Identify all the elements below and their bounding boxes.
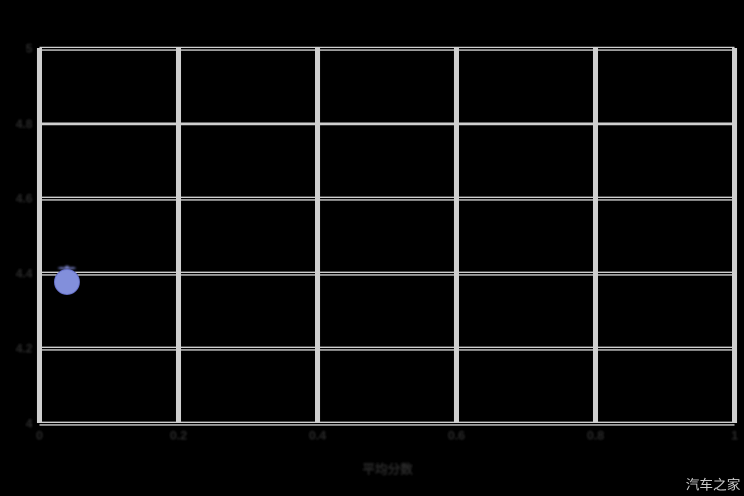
svg-text:0.4: 0.4 (309, 429, 326, 443)
svg-text:0.8: 0.8 (587, 429, 604, 443)
svg-text:5: 5 (26, 42, 33, 56)
svg-text:4.4: 4.4 (16, 267, 33, 281)
svg-text:1: 1 (731, 429, 738, 443)
svg-text:4.2: 4.2 (16, 342, 33, 356)
svg-text:4.8: 4.8 (16, 117, 33, 131)
svg-text:4: 4 (26, 417, 33, 431)
svg-text:0.6: 0.6 (448, 429, 465, 443)
svg-text:汽车之家: 汽车之家 (686, 477, 741, 493)
svg-text:平均分数: 平均分数 (362, 461, 413, 476)
svg-text:4.6: 4.6 (16, 192, 33, 206)
svg-text:0.2: 0.2 (170, 429, 187, 443)
svg-text:0: 0 (36, 429, 43, 443)
